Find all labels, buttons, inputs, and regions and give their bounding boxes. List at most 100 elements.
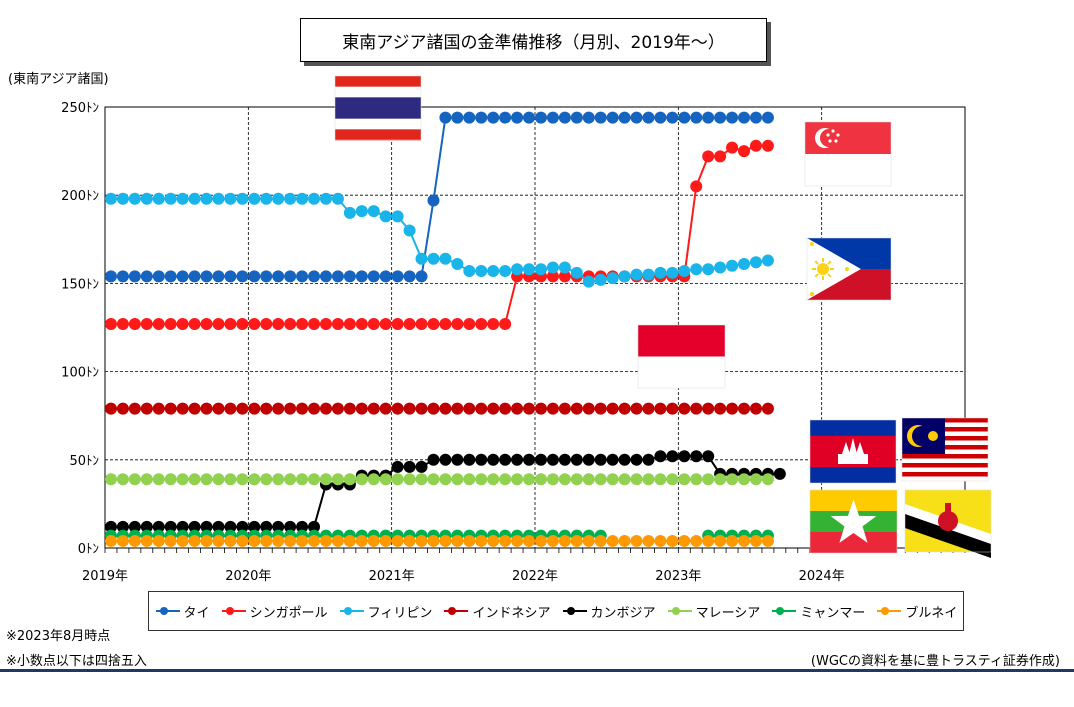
data-point [738,473,751,486]
data-point [534,263,547,276]
data-point [594,473,607,486]
data-point [439,402,452,415]
data-point [738,534,751,547]
data-point [487,265,500,278]
data-point [439,453,452,466]
data-point [212,270,225,283]
data-point [284,192,297,205]
data-point [296,402,309,415]
data-point [714,261,727,274]
data-point [666,450,679,463]
data-point [511,453,524,466]
data-point [439,252,452,265]
data-point [355,317,368,330]
data-point [761,534,774,547]
legend-label: ミャンマー [800,605,866,621]
malaysia-flag [901,417,989,482]
flags [334,75,992,558]
data-point [236,317,249,330]
data-point [415,252,428,265]
data-point [726,402,739,415]
data-point [594,534,607,547]
series-line [110,144,768,325]
data-point [343,317,356,330]
data-point [427,402,440,415]
data-point [200,520,213,533]
data-point [463,111,476,124]
data-point [319,402,332,415]
data-point [654,534,667,547]
data-point [224,473,237,486]
x-tick-label: 2019年 [82,569,128,584]
series-インドネシア [104,402,774,415]
data-point [523,453,536,466]
data-point [224,520,237,533]
data-point [296,270,309,283]
data-point [379,473,392,486]
legend-label: マレーシア [695,605,761,621]
data-point [248,192,261,205]
data-point [367,270,380,283]
data-point [331,402,344,415]
data-point [487,317,500,330]
data-point [499,402,512,415]
data-point [403,460,416,473]
data-point [176,534,189,547]
data-point [128,473,141,486]
data-point [487,453,500,466]
data-point [188,473,201,486]
data-point [511,473,524,486]
chart-title-text: 東南アジア諸国の金準備推移（月別、2019年～） [342,32,725,53]
data-point [284,473,297,486]
data-point [403,473,416,486]
data-point [499,473,512,486]
data-point [152,534,165,547]
data-point [403,402,416,415]
data-point [594,402,607,415]
data-point [116,473,129,486]
data-point [236,520,249,533]
data-point [666,534,679,547]
data-point [415,460,428,473]
data-point [678,450,691,463]
data-point [475,317,488,330]
data-point [116,402,129,415]
data-point [367,402,380,415]
data-point [212,534,225,547]
data-point [618,473,631,486]
data-point [415,402,428,415]
data-point [738,111,751,124]
data-point [391,317,404,330]
data-point [188,192,201,205]
data-point [451,534,464,547]
legend-label: ブルネイ [905,605,958,621]
series-タイ [104,111,774,283]
data-point [104,473,117,486]
data-point [391,460,404,473]
data-point [738,145,751,158]
data-point [188,317,201,330]
y-tick-label: 250ﾄﾝ [61,101,99,116]
legend-label: タイ [183,605,210,621]
data-point [319,317,332,330]
data-point [248,534,261,547]
legend-marker [444,607,469,615]
series [104,111,786,547]
data-point [475,111,488,124]
data-point [415,534,428,547]
legend-marker [667,607,692,615]
data-point [284,402,297,415]
data-point [618,402,631,415]
data-point [546,270,559,283]
data-point [654,402,667,415]
data-point [511,402,524,415]
legend-item: ミャンマー [771,602,865,621]
data-point [343,473,356,486]
data-point [140,520,153,533]
data-point [666,266,679,279]
data-point [308,473,321,486]
data-point [128,270,141,283]
data-point [224,402,237,415]
data-point [331,270,344,283]
thailand-flag [334,75,422,141]
